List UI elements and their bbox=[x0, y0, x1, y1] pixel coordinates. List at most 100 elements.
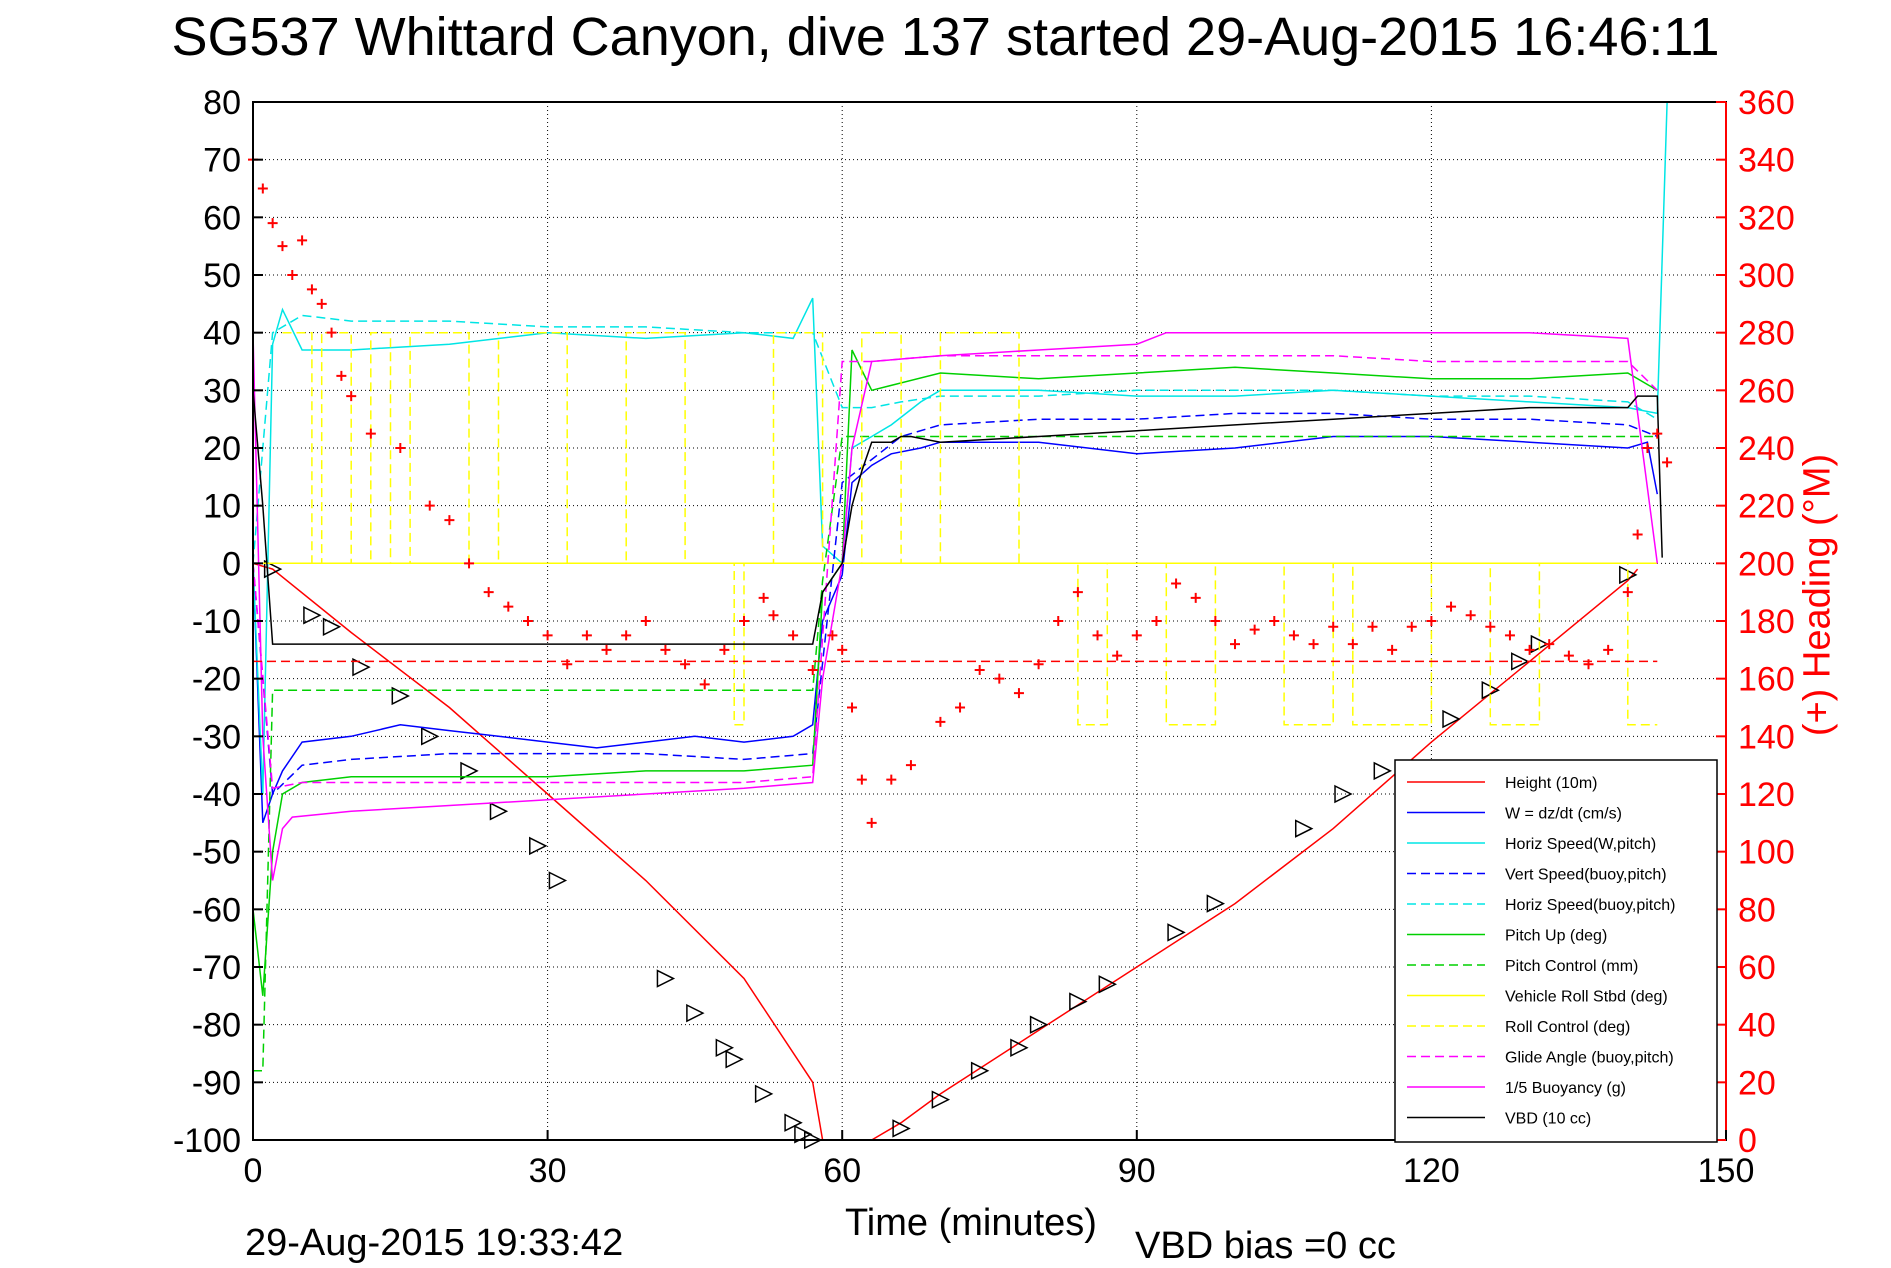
heading-point bbox=[1603, 644, 1614, 655]
heading-point bbox=[257, 183, 268, 194]
y2-tick-label: 220 bbox=[1738, 488, 1795, 526]
y2-tick-label: 60 bbox=[1738, 949, 1776, 987]
heading-point bbox=[1662, 457, 1673, 468]
height-marker bbox=[1294, 819, 1314, 838]
heading-point bbox=[847, 702, 858, 713]
heading-point bbox=[483, 587, 494, 598]
height-marker bbox=[529, 836, 548, 856]
heading-point bbox=[277, 241, 288, 252]
y-tick-label: -80 bbox=[192, 1007, 241, 1045]
height-marker bbox=[1069, 992, 1088, 1011]
vbd-bias-label: VBD bias =0 cc bbox=[1135, 1225, 1396, 1267]
heading-point bbox=[905, 760, 916, 771]
heading-point bbox=[1583, 659, 1594, 670]
y-tick-label: -30 bbox=[192, 718, 241, 756]
heading-point bbox=[287, 270, 298, 280]
legend-label: VBD (10 cc) bbox=[1505, 1111, 1591, 1128]
heading-point bbox=[955, 702, 966, 713]
heading-point bbox=[758, 592, 769, 603]
heading-point bbox=[1347, 639, 1358, 650]
legend-label: Vert Speed(buoy,pitch) bbox=[1505, 867, 1667, 884]
heading-point bbox=[395, 443, 406, 453]
heading-point bbox=[1151, 616, 1162, 626]
heading-point bbox=[1249, 624, 1260, 635]
heading-point bbox=[768, 610, 779, 621]
heading-point bbox=[1426, 616, 1437, 626]
y-tick-label: -50 bbox=[192, 834, 241, 872]
heading-point bbox=[1367, 621, 1378, 632]
heading-point bbox=[1053, 616, 1064, 626]
legend-label: Horiz Speed(buoy,pitch) bbox=[1505, 897, 1675, 914]
legend-label: Vehicle Roll Stbd (deg) bbox=[1505, 989, 1668, 1006]
y2-tick-label: 340 bbox=[1738, 142, 1795, 180]
height-marker bbox=[931, 1090, 951, 1109]
height-marker bbox=[1373, 761, 1392, 781]
height-marker bbox=[715, 1038, 735, 1057]
series-horiz-speed-buoy-pitch bbox=[252, 314, 1658, 564]
heading-point bbox=[837, 644, 848, 655]
series-vbd-10-cc bbox=[252, 390, 1663, 645]
height-marker bbox=[1206, 894, 1226, 913]
heading-point bbox=[581, 630, 592, 641]
height-marker bbox=[489, 802, 509, 821]
height-marker bbox=[303, 606, 322, 625]
y-tick-label: -60 bbox=[192, 891, 241, 929]
heading-point bbox=[1504, 630, 1515, 641]
heading-point bbox=[1485, 621, 1496, 632]
heading-point bbox=[1033, 659, 1044, 670]
heading-point bbox=[739, 616, 749, 626]
heading-point bbox=[1230, 639, 1240, 650]
heading-point bbox=[1210, 616, 1221, 626]
y-tick-label: 30 bbox=[203, 372, 241, 410]
y2-axis-label: (+) Heading (°M) bbox=[1796, 453, 1839, 737]
series-vert-speed-buoy-pitch bbox=[252, 412, 1658, 796]
heading-point bbox=[424, 500, 435, 511]
heading-point bbox=[807, 665, 818, 676]
y-tick-label: -40 bbox=[192, 776, 241, 814]
heading-point bbox=[1131, 630, 1142, 641]
heading-point bbox=[1092, 630, 1103, 641]
height-marker bbox=[892, 1119, 911, 1138]
y-tick-label: 60 bbox=[203, 199, 241, 237]
heading-point bbox=[316, 298, 327, 309]
chart-title: SG537 Whittard Canyon, dive 137 started … bbox=[171, 7, 1720, 67]
heading-point bbox=[1563, 650, 1574, 661]
heading-point bbox=[326, 327, 337, 338]
height-marker bbox=[1442, 709, 1461, 729]
height-marker bbox=[1334, 784, 1353, 804]
y-tick-label: 20 bbox=[203, 430, 241, 468]
y2-tick-label: 140 bbox=[1738, 718, 1795, 756]
y2-tick-label: 200 bbox=[1738, 545, 1795, 583]
height-marker bbox=[548, 871, 568, 890]
heading-point bbox=[336, 370, 347, 381]
height-marker bbox=[725, 1050, 744, 1069]
legend: Height (10m) W = dz/dt (cm/s) Horiz Speed(… bbox=[1394, 759, 1718, 1143]
legend-label: Pitch Control (mm) bbox=[1505, 958, 1638, 975]
x-axis-ticks: 0 30 60 90 120 150 bbox=[244, 1130, 1754, 1190]
heading-point bbox=[306, 284, 317, 295]
y-tick-label: 80 bbox=[203, 84, 241, 122]
series-glide-angle-buoy-pitch bbox=[252, 354, 1658, 790]
y2-tick-label: 160 bbox=[1738, 661, 1795, 699]
heading-point bbox=[1652, 428, 1663, 439]
y2-tick-label: 260 bbox=[1738, 372, 1795, 410]
heading-point bbox=[1642, 443, 1653, 453]
height-marker bbox=[263, 559, 283, 579]
legend-label: Glide Angle (buoy,pitch) bbox=[1505, 1050, 1674, 1067]
legend-label: Horiz Speed(W,pitch) bbox=[1505, 836, 1656, 853]
legend-label: Height (10m) bbox=[1505, 775, 1597, 792]
series-heading-13 bbox=[248, 154, 1673, 828]
heading-point bbox=[1013, 688, 1024, 699]
heading-point bbox=[1328, 621, 1339, 632]
y-axis-ticks: -100-90-80-70-60-50-40-30-20-10010203040… bbox=[173, 84, 263, 1160]
y2-tick-label: 240 bbox=[1738, 430, 1795, 468]
y2-tick-label: 100 bbox=[1738, 834, 1795, 872]
heading-point bbox=[1171, 578, 1182, 589]
y2-tick-label: 180 bbox=[1738, 603, 1795, 641]
heading-point bbox=[346, 391, 357, 402]
height-marker bbox=[1511, 652, 1530, 671]
height-marker bbox=[322, 617, 342, 636]
heading-point bbox=[297, 235, 308, 246]
heading-point bbox=[1308, 639, 1319, 650]
